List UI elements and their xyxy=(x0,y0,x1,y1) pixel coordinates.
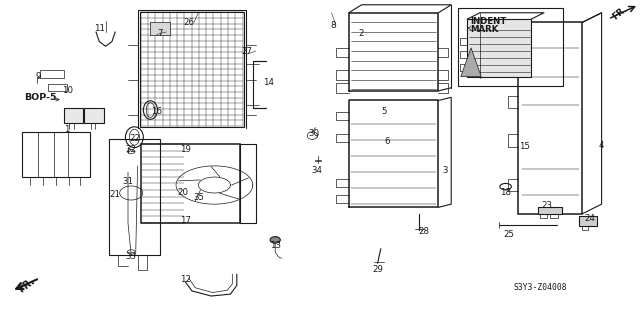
Bar xyxy=(538,207,562,214)
Bar xyxy=(240,144,256,223)
Text: 32: 32 xyxy=(125,145,137,154)
Polygon shape xyxy=(461,48,481,77)
Text: 13: 13 xyxy=(269,241,281,250)
Text: 33: 33 xyxy=(125,252,137,261)
Bar xyxy=(518,22,582,214)
Text: INDENT: INDENT xyxy=(470,17,507,26)
Text: 28: 28 xyxy=(418,227,429,236)
Text: 17: 17 xyxy=(180,216,191,225)
Text: 15: 15 xyxy=(519,142,531,151)
Text: 4: 4 xyxy=(599,141,604,150)
Text: 35: 35 xyxy=(193,193,204,202)
Text: 24: 24 xyxy=(584,214,596,223)
Bar xyxy=(550,214,558,218)
Text: FR.: FR. xyxy=(17,276,37,295)
Text: 34: 34 xyxy=(311,166,323,175)
Text: S3Y3-Z04008: S3Y3-Z04008 xyxy=(514,283,568,292)
Text: 19: 19 xyxy=(180,145,191,154)
Text: 3: 3 xyxy=(442,166,447,175)
Text: 25: 25 xyxy=(503,230,515,239)
Text: FR.: FR. xyxy=(611,4,628,21)
Text: 22: 22 xyxy=(129,134,140,143)
Bar xyxy=(109,139,160,255)
Text: 21: 21 xyxy=(109,190,121,199)
Bar xyxy=(458,8,563,86)
Bar xyxy=(64,108,83,123)
Text: 6: 6 xyxy=(385,137,390,146)
Text: 5: 5 xyxy=(381,107,387,116)
Text: 18: 18 xyxy=(500,189,511,197)
Text: 1: 1 xyxy=(65,125,70,134)
Text: 12: 12 xyxy=(180,275,191,284)
Text: 29: 29 xyxy=(372,265,383,274)
Bar xyxy=(140,12,244,127)
Text: 27: 27 xyxy=(241,47,252,56)
Bar xyxy=(40,70,64,78)
Bar xyxy=(540,214,547,218)
Text: MARK: MARK xyxy=(470,25,499,34)
Text: 10: 10 xyxy=(61,86,73,95)
Bar xyxy=(467,19,531,77)
Bar xyxy=(141,144,240,223)
Ellipse shape xyxy=(270,237,280,243)
Bar xyxy=(582,226,588,230)
Text: 31: 31 xyxy=(122,177,134,186)
Text: 2: 2 xyxy=(359,29,364,38)
Bar xyxy=(579,216,597,226)
Text: 9: 9 xyxy=(36,72,41,81)
Bar xyxy=(22,132,90,177)
Text: 8: 8 xyxy=(330,21,335,30)
Text: 20: 20 xyxy=(177,189,188,197)
Text: 14: 14 xyxy=(263,78,275,87)
Text: 7: 7 xyxy=(157,29,163,38)
Bar xyxy=(48,84,67,91)
Text: 26: 26 xyxy=(183,18,195,27)
Bar xyxy=(84,108,104,123)
Text: 23: 23 xyxy=(541,201,553,210)
Text: BOP-5: BOP-5 xyxy=(24,93,57,102)
Bar xyxy=(150,22,170,35)
Text: 30: 30 xyxy=(308,130,319,138)
Text: 16: 16 xyxy=(151,107,163,116)
Text: 11: 11 xyxy=(93,24,105,33)
